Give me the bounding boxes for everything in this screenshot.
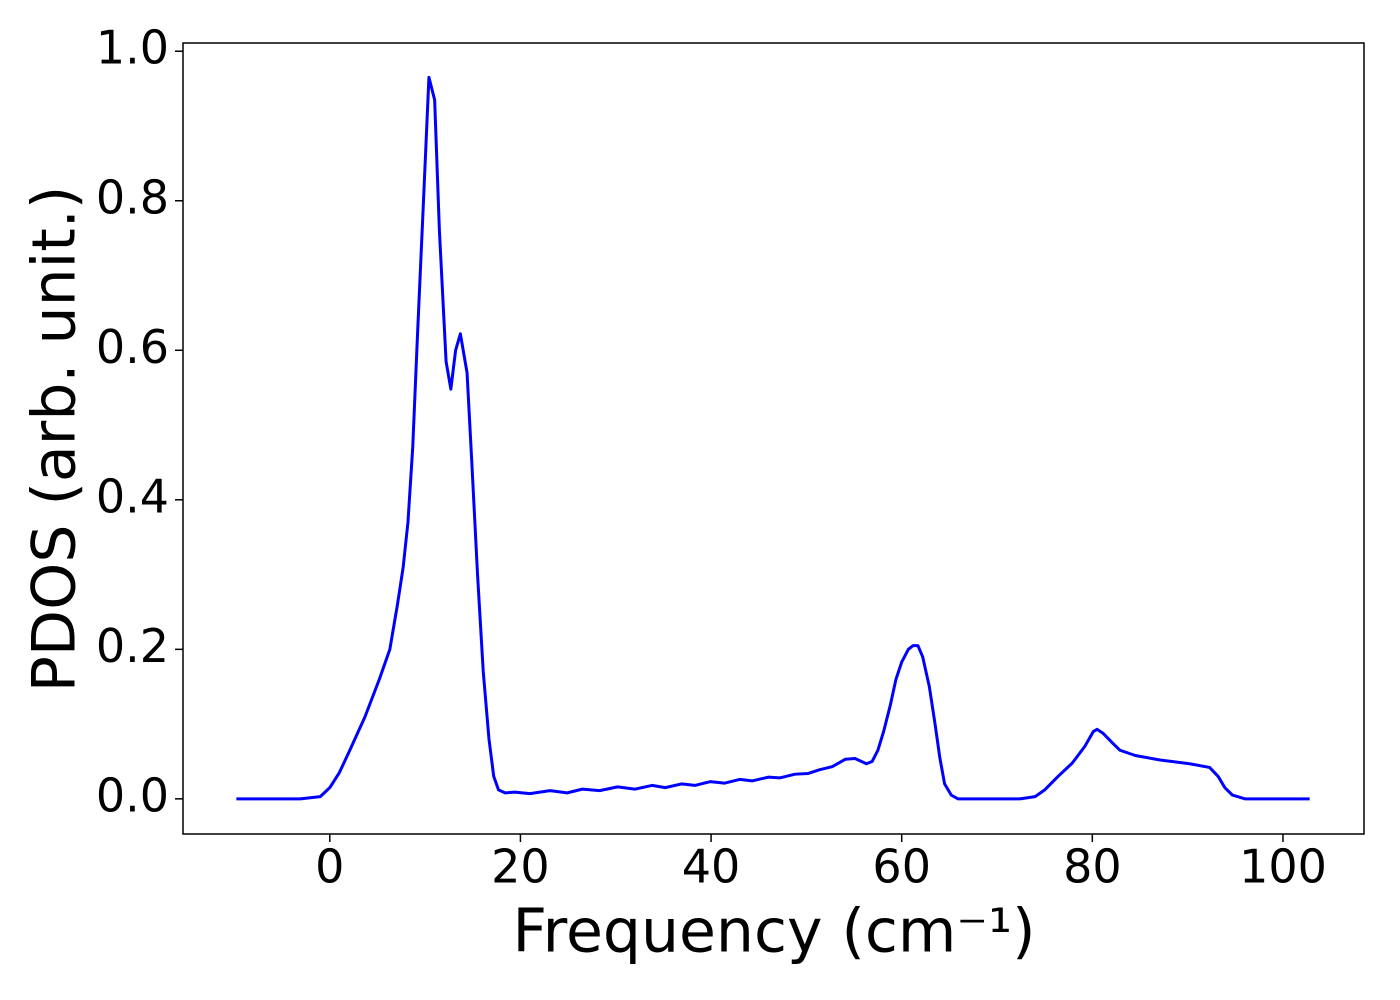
- x-axis-label: Frequency (cm⁻¹): [512, 897, 1035, 967]
- y-axis-label: PDOS (arb. unit.): [20, 186, 90, 693]
- data-line: [236, 75, 1310, 801]
- x-tick-label: 0: [315, 840, 344, 894]
- y-tick-label: 1.0: [96, 21, 169, 75]
- x-tick-label: 60: [872, 840, 931, 894]
- y-tick-label: 0.4: [96, 469, 169, 523]
- x-tick-label: 40: [682, 840, 741, 894]
- x-tick-label: 20: [491, 840, 550, 894]
- y-tick-label: 0.2: [96, 619, 169, 673]
- y-tick-label: 0.0: [96, 768, 169, 822]
- x-tick-label: 100: [1239, 840, 1327, 894]
- plot-frame: [182, 42, 1365, 835]
- x-tick-label: 80: [1063, 840, 1122, 894]
- y-tick-label: 0.8: [96, 170, 169, 224]
- y-tick-label: 0.6: [96, 320, 169, 374]
